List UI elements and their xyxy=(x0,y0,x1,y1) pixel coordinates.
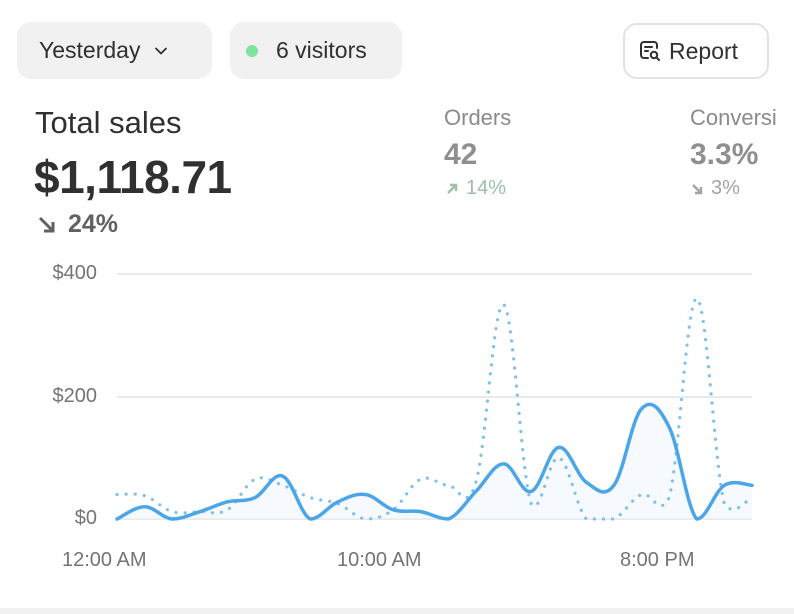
y-tick-400: $400 xyxy=(52,262,98,284)
x-tick-10am: 10:00 AM xyxy=(337,549,422,571)
conversion-delta: 3% xyxy=(690,177,740,200)
x-tick-12am: 12:00 AM xyxy=(62,549,147,571)
conversion-value: 3.3% xyxy=(690,138,759,171)
live-visitors-badge[interactable]: 6 visitors xyxy=(230,22,402,79)
date-range-label: Yesterday xyxy=(39,37,141,63)
orders-delta: 14% xyxy=(445,177,506,200)
arrow-down-right-icon xyxy=(692,183,703,194)
status-dot-icon xyxy=(246,44,258,57)
report-search-icon xyxy=(640,41,660,61)
total-sales-delta: 24% xyxy=(36,210,118,239)
x-tick-8pm: 8:00 PM xyxy=(620,549,695,571)
total-sales-value: $1,118.71 xyxy=(34,151,232,203)
current-area-fill xyxy=(117,404,752,519)
orders-label: Orders xyxy=(444,105,512,130)
arrow-down-right-icon xyxy=(38,216,55,232)
report-button[interactable]: Report xyxy=(623,23,769,79)
y-tick-0: $0 xyxy=(74,507,97,529)
visitors-count: 6 visitors xyxy=(276,37,367,63)
chevron-down-icon xyxy=(155,47,168,54)
y-tick-200: $200 xyxy=(52,385,98,407)
report-label: Report xyxy=(669,37,739,64)
current-period-line xyxy=(115,402,754,521)
date-range-dropdown[interactable]: Yesterday xyxy=(17,22,212,79)
arrow-up-right-icon xyxy=(447,183,458,194)
total-sales-label: Total sales xyxy=(35,105,182,140)
bottom-divider xyxy=(0,608,794,614)
conversion-label: Conversi xyxy=(690,105,777,130)
orders-value: 42 xyxy=(444,138,478,171)
